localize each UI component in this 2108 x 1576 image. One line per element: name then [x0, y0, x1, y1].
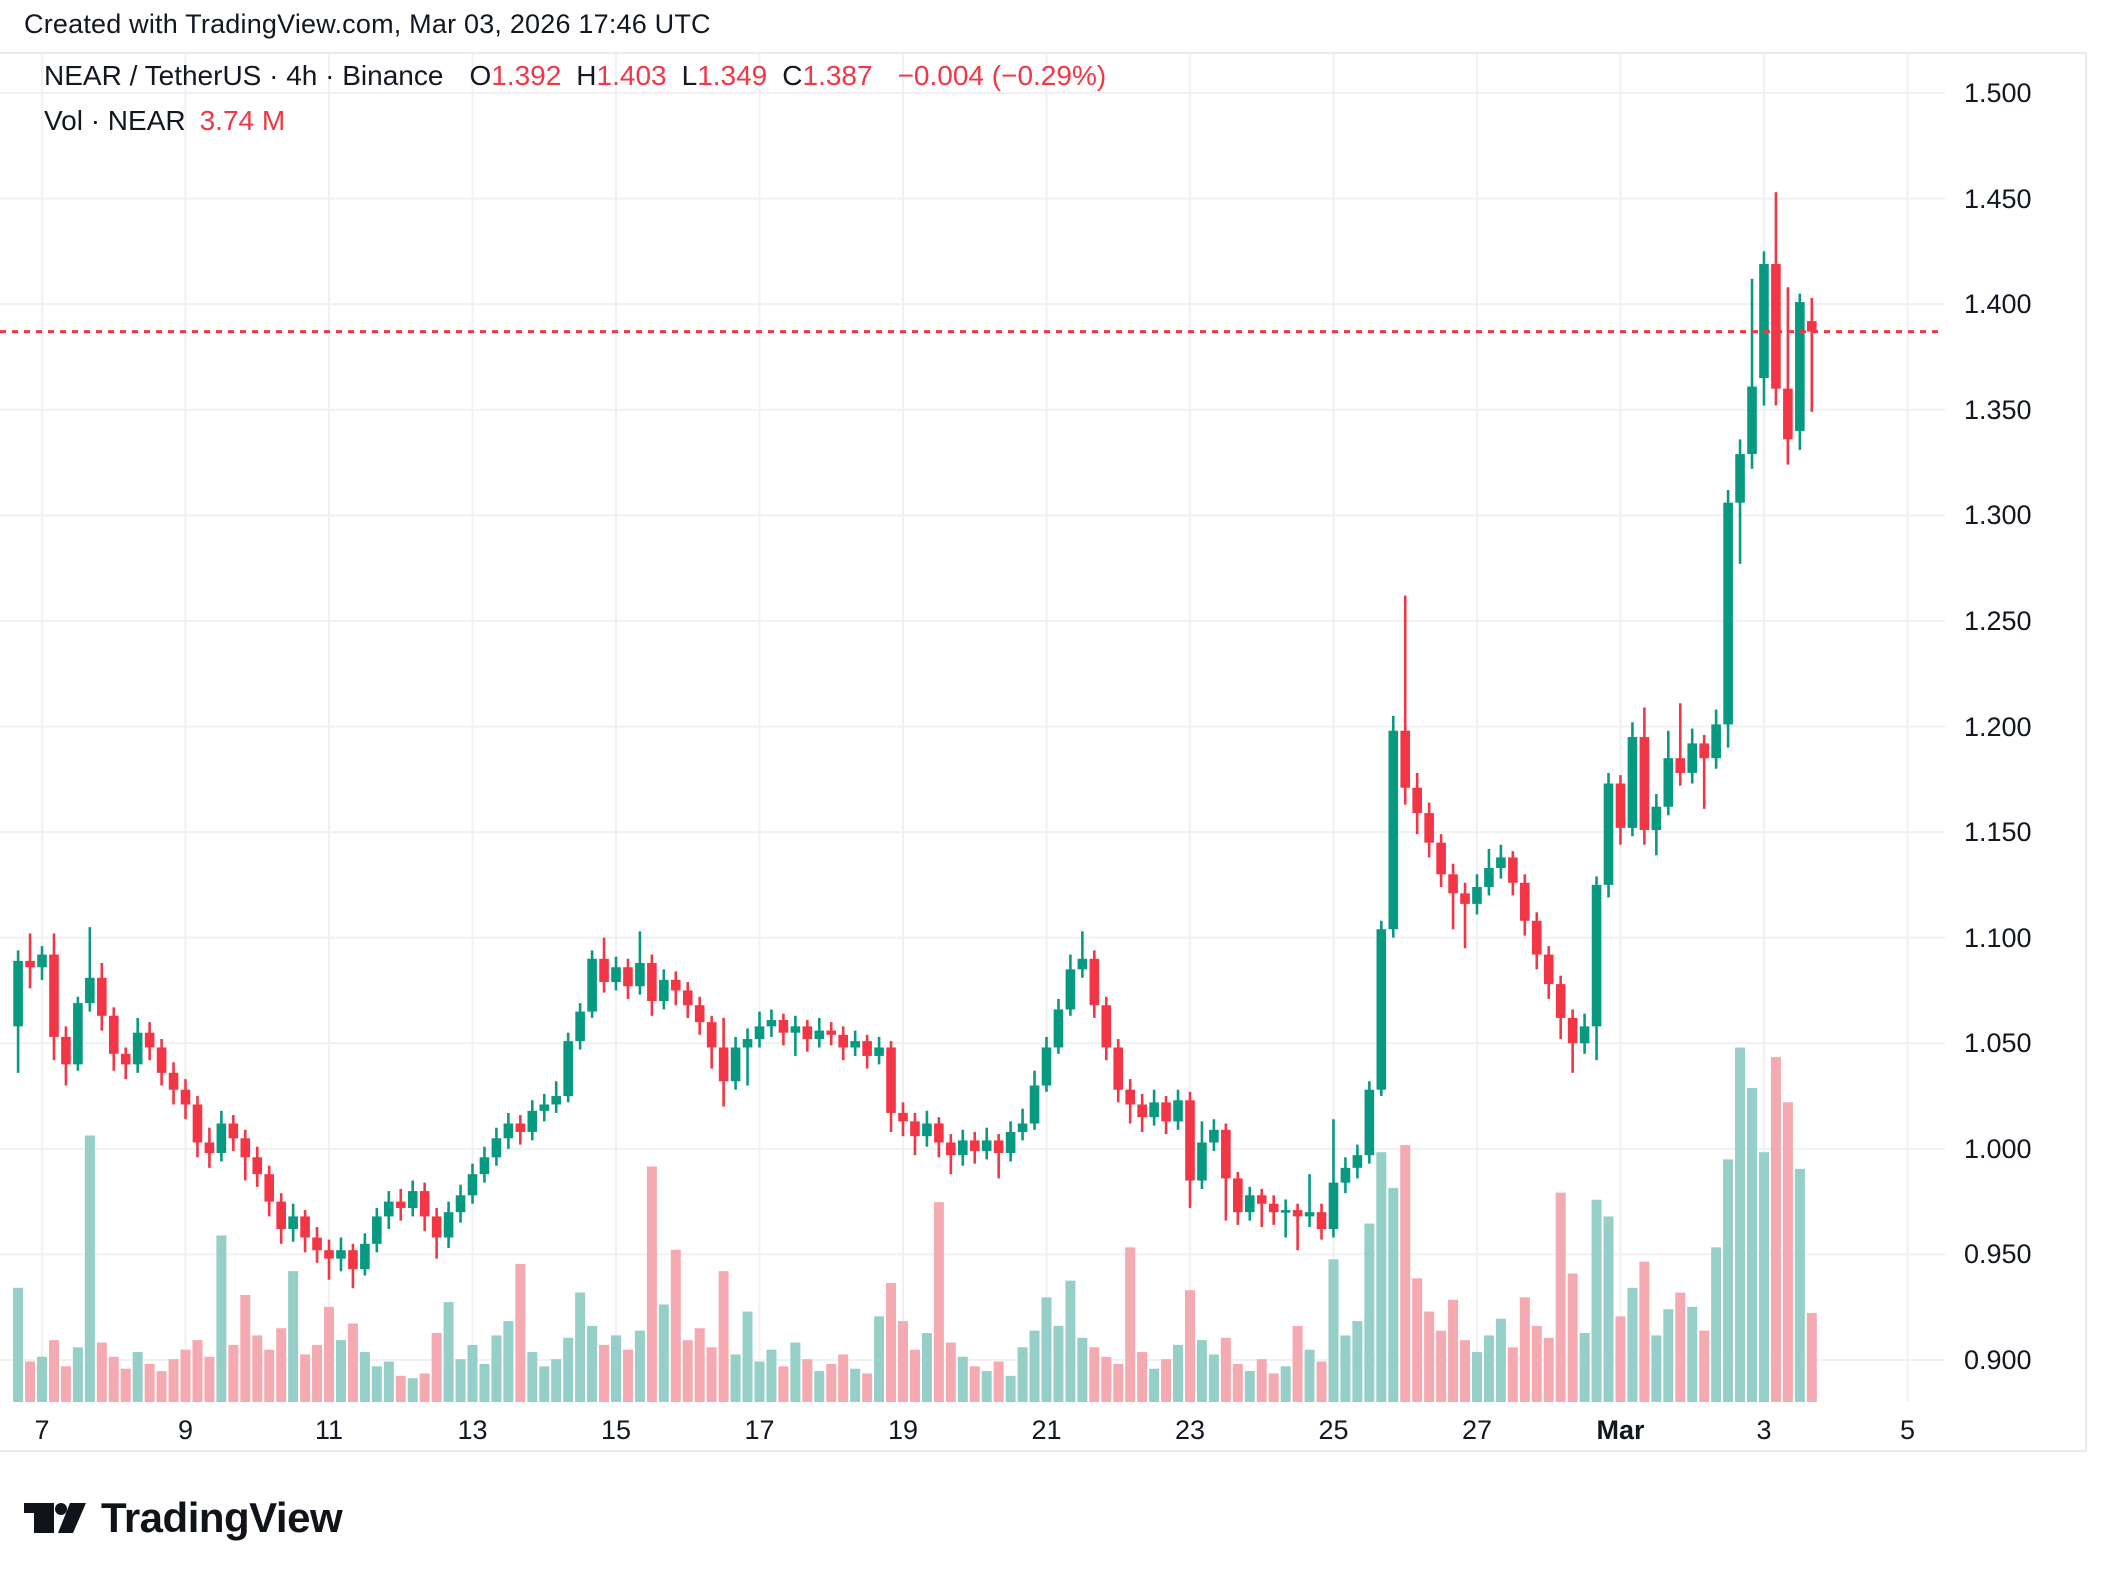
- price-axis-label: 1.000: [1964, 1133, 2032, 1164]
- tradingview-logo-text: TradingView: [101, 1494, 343, 1541]
- time-axis-label: 17: [744, 1415, 775, 1445]
- high-value: H1.403: [576, 60, 667, 91]
- price-axis-label: 1.250: [1964, 605, 2032, 636]
- time-axis-label: Mar: [1596, 1415, 1645, 1445]
- volume-row: Vol · NEAR 3.74 M: [44, 105, 1106, 137]
- time-axis-label: 23: [1174, 1415, 1205, 1445]
- volume-value: 3.74 M: [199, 105, 286, 136]
- price-axis-label: 1.050: [1964, 1028, 2032, 1059]
- price-axis-label: 1.350: [1964, 394, 2032, 425]
- time-axis-label: 25: [1318, 1415, 1349, 1445]
- symbol-ohlc-row: NEAR / TetherUS · 4h · Binance O1.392 H1…: [44, 60, 1106, 92]
- price-axis-label: 0.900: [1964, 1345, 2032, 1375]
- time-axis-label: 3: [1756, 1415, 1772, 1445]
- price-axis-label: 1.500: [1964, 78, 2032, 108]
- time-axis-label: 5: [1899, 1415, 1915, 1445]
- tradingview-logo-icon: [24, 1503, 86, 1533]
- time-axis-label: 21: [1031, 1415, 1062, 1445]
- price-axis-label: 1.150: [1964, 817, 2032, 848]
- volume-label: Vol · NEAR: [44, 105, 186, 136]
- price-axis-label: 1.450: [1964, 183, 2032, 214]
- change-value: −0.004 (−0.29%): [897, 60, 1107, 91]
- time-axis-label: 27: [1461, 1415, 1492, 1445]
- price-axis-label: 1.400: [1964, 289, 2032, 320]
- price-axis-label: 0.950: [1964, 1239, 2032, 1270]
- time-scale[interactable]: 7 9 11 13 15 17 19 21 23 25 27 Mar 3 5: [0, 1402, 2086, 1451]
- open-value: O1.392: [469, 60, 562, 91]
- symbol-title: NEAR / TetherUS · 4h · Binance: [44, 60, 444, 91]
- low-value: L1.349: [681, 60, 768, 91]
- time-axis-label: 19: [887, 1415, 919, 1445]
- time-axis-label: 13: [457, 1415, 488, 1445]
- price-axis-label: 1.200: [1964, 711, 2032, 742]
- tradingview-logo[interactable]: TradingView: [24, 1494, 343, 1542]
- time-axis-label: 7: [34, 1415, 50, 1445]
- price-scale[interactable]: 1.387 02:13:30 3.74 M 1.5001.4501.4001.3…: [1943, 53, 2108, 1402]
- time-axis-label: 15: [600, 1415, 632, 1445]
- price-axis-label: 1.100: [1964, 922, 2032, 953]
- time-axis-label: 9: [177, 1415, 194, 1445]
- attribution-text: Created with TradingView.com, Mar 03, 20…: [24, 9, 711, 39]
- chart-legend: NEAR / TetherUS · 4h · Binance O1.392 H1…: [44, 60, 1106, 137]
- time-axis-label: 11: [314, 1415, 344, 1445]
- close-value: C1.387: [782, 60, 873, 91]
- price-axis-label: 1.300: [1964, 500, 2032, 531]
